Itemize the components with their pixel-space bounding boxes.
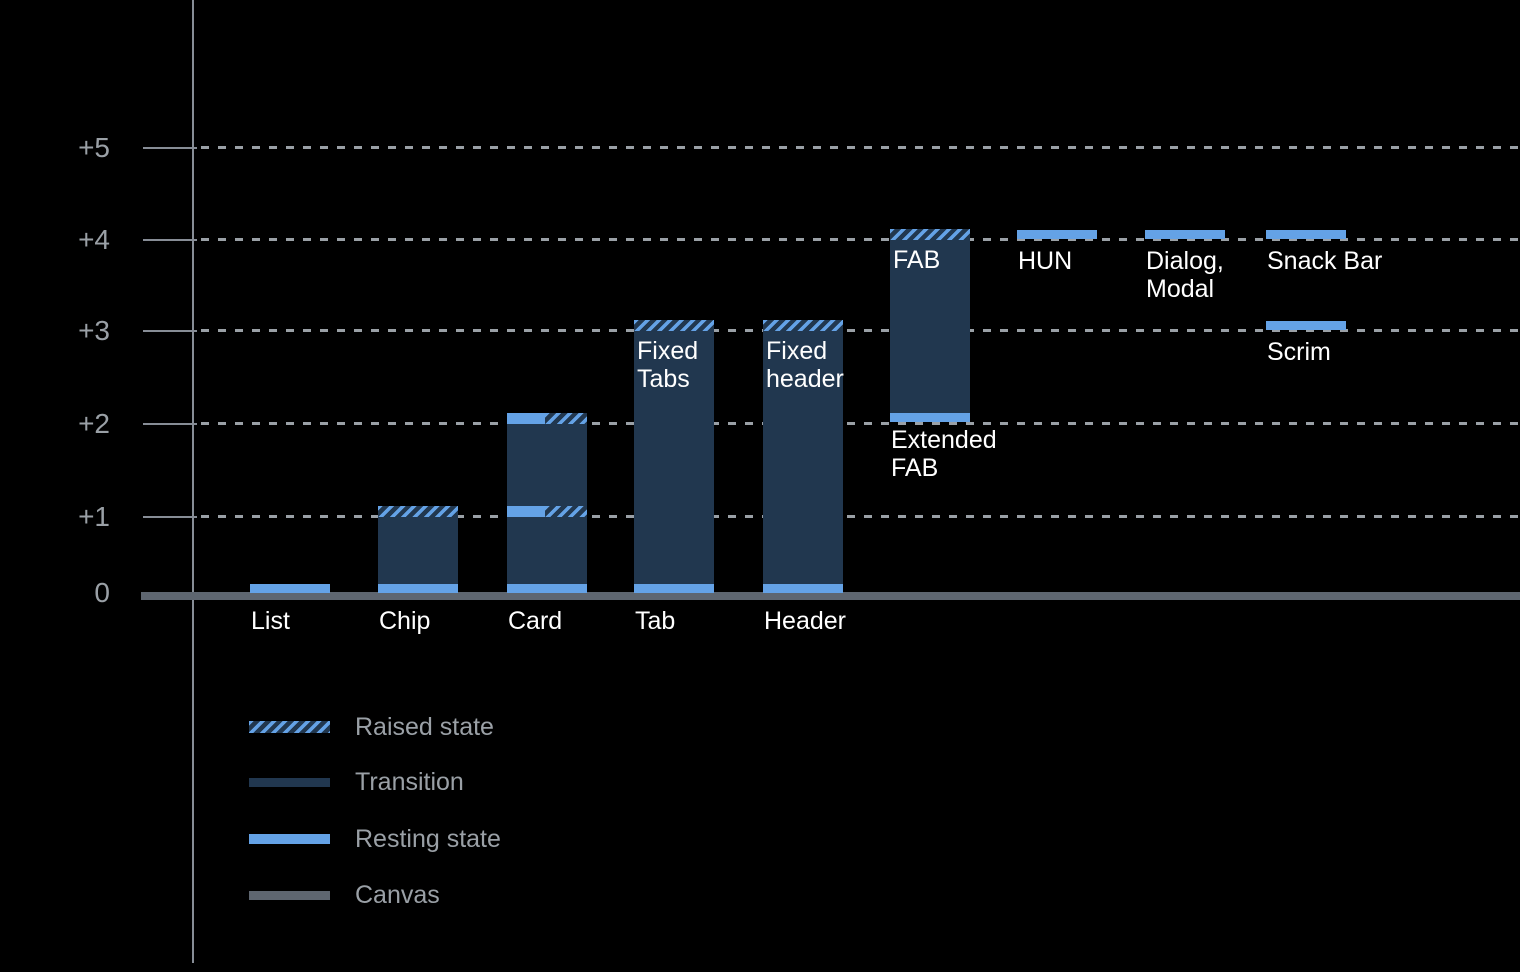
gridline-dotted	[201, 421, 1520, 425]
column-label-scrim: Scrim	[1267, 338, 1331, 366]
legend-label-raised-state: Raised state	[355, 712, 494, 741]
resting-strip-chip	[378, 583, 458, 593]
legend-item-canvas: Canvas	[249, 881, 440, 909]
resting-part	[507, 412, 545, 424]
canvas-baseline	[141, 592, 1520, 600]
gridline-dotted	[201, 146, 1520, 149]
y-tick-label: +3	[78, 315, 110, 346]
column-label-header: Header	[764, 607, 846, 635]
legend-swatch-raised-state	[249, 721, 330, 733]
resting-strip-hun	[1017, 230, 1097, 239]
raised-part	[544, 505, 587, 517]
transition-bar-chip	[378, 505, 458, 593]
y-tick-label: +1	[78, 500, 110, 532]
raised-band-extended-fab	[890, 229, 970, 240]
y-tick-line	[143, 422, 197, 425]
legend-item-transition: Transition	[249, 768, 464, 796]
transition-bar-extended-fab	[890, 229, 970, 422]
y-tick-line	[143, 239, 197, 241]
legend-label-transition: Transition	[355, 767, 464, 796]
y-tick-label: +4	[78, 224, 110, 255]
resting-part	[507, 505, 545, 517]
resting-strip-scrim	[1266, 321, 1346, 330]
column-label-tab: Tab	[635, 607, 676, 635]
inner-label-extended-fab: FAB	[893, 246, 941, 274]
resting-strip-dialog-modal	[1145, 230, 1225, 239]
transition-bar-tab	[634, 320, 714, 593]
legend-swatch-canvas	[249, 890, 330, 900]
y-tick-line	[143, 147, 197, 149]
legend-item-resting: Resting state	[249, 825, 501, 853]
resting-raised-band-card	[507, 412, 587, 424]
column-label-dialog-modal: Dialog, Modal	[1146, 247, 1224, 303]
column-label-hun: HUN	[1018, 247, 1073, 275]
y-tick-label: +5	[78, 132, 110, 163]
raised-band-header	[763, 320, 843, 331]
raised-part	[544, 412, 587, 424]
resting-strip-list	[250, 583, 330, 593]
y-axis-line	[192, 0, 194, 963]
inner-label-tab: Fixed Tabs	[637, 337, 699, 393]
gridline-dotted	[201, 514, 1520, 518]
y-tick-line	[143, 515, 197, 518]
resting-strip-card	[507, 583, 587, 593]
column-label-extended-fab: Extended FAB	[891, 425, 997, 482]
raised-band-tab	[634, 320, 714, 331]
legend-item-raised: Raised state	[249, 713, 494, 741]
column-label-chip: Chip	[379, 607, 431, 635]
resting-strip-tab	[634, 583, 714, 593]
y-tick-label: 0	[94, 576, 110, 608]
legend-swatch-resting-state	[249, 834, 330, 844]
gridline-dotted	[201, 238, 1520, 241]
y-tick-line	[143, 330, 197, 332]
y-tick-label: +2	[78, 407, 110, 439]
legend-label-resting-state: Resting state	[355, 824, 501, 853]
transition-bar-card	[507, 412, 587, 593]
legend-swatch-transition	[249, 777, 330, 787]
resting-strip-extended-fab	[890, 412, 970, 422]
legend-label-canvas: Canvas	[355, 880, 440, 909]
resting-strip-header	[763, 583, 843, 593]
inner-label-header: Fixed header	[766, 337, 844, 393]
gridline-dotted	[201, 329, 1520, 332]
transition-bar-header	[763, 320, 843, 593]
raised-band-chip	[378, 505, 458, 517]
column-label-snack-bar: Snack Bar	[1267, 247, 1383, 275]
column-label-list: List	[251, 607, 290, 635]
resting-strip-snack-bar	[1266, 230, 1346, 239]
resting-raised-band-card	[507, 505, 587, 517]
column-label-card: Card	[508, 607, 563, 635]
